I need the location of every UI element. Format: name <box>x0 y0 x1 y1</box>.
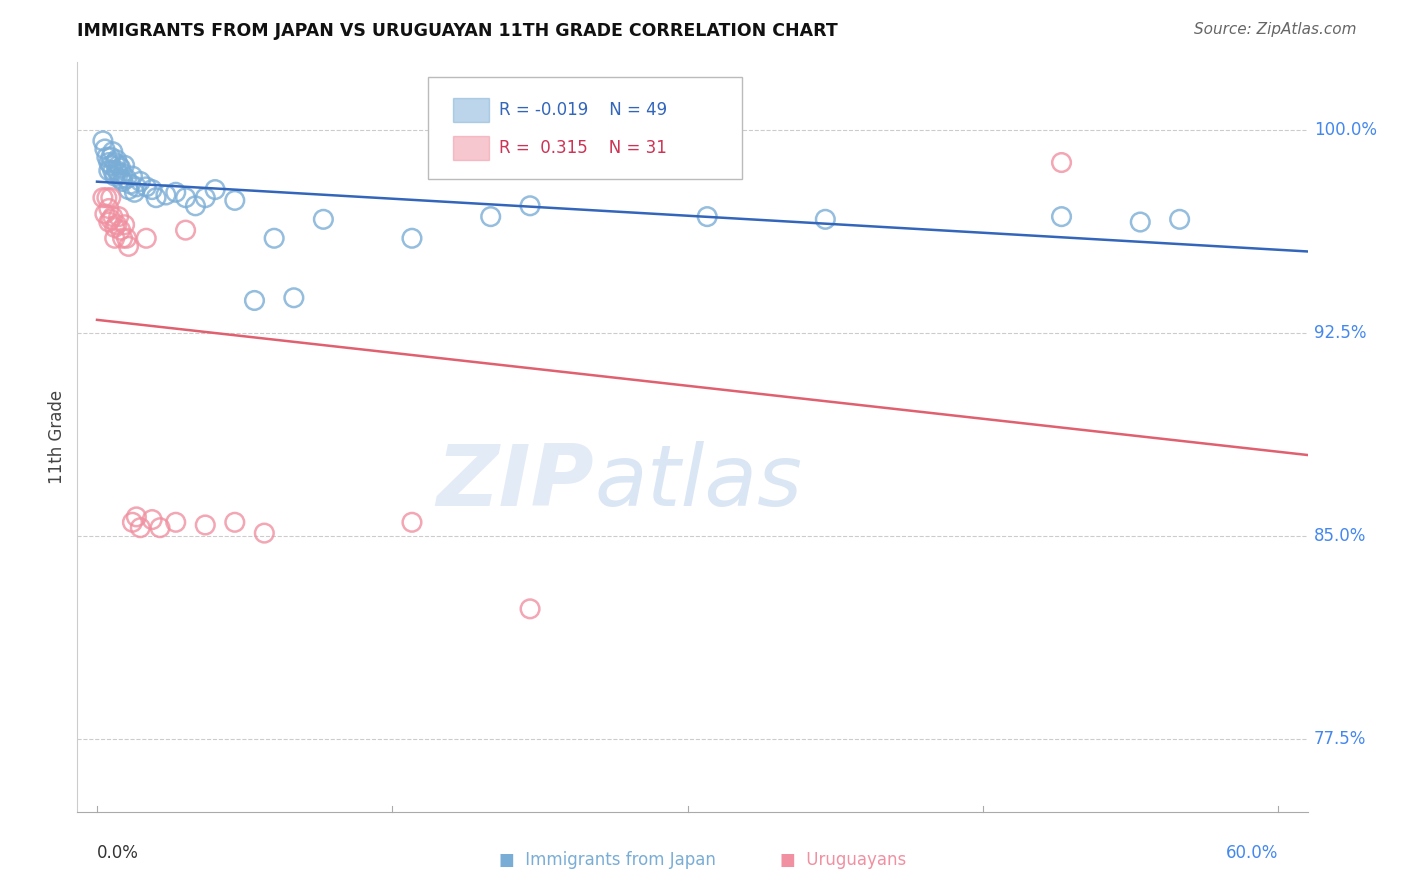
Point <box>105 153 128 167</box>
Text: ZIP: ZIP <box>436 441 595 524</box>
Point <box>91 191 114 205</box>
Text: atlas: atlas <box>595 441 801 524</box>
Point <box>117 183 139 197</box>
Point <box>224 516 246 530</box>
Point <box>519 199 541 213</box>
Point <box>111 231 134 245</box>
Point <box>194 191 217 205</box>
Point <box>519 602 541 616</box>
Point <box>117 239 139 253</box>
Point <box>110 161 132 175</box>
Point <box>114 218 136 232</box>
Point <box>194 518 217 533</box>
Point <box>101 145 124 159</box>
FancyBboxPatch shape <box>453 136 489 160</box>
Point <box>253 526 276 541</box>
Point <box>263 231 285 245</box>
Point <box>94 207 117 221</box>
Point <box>107 210 129 224</box>
Point <box>111 174 134 188</box>
Point <box>1050 155 1073 169</box>
Point <box>91 134 114 148</box>
Point <box>135 179 157 194</box>
Point <box>184 199 207 213</box>
Point <box>100 150 122 164</box>
Text: 92.5%: 92.5% <box>1313 324 1367 342</box>
Point <box>141 183 163 197</box>
Text: 0.0%: 0.0% <box>97 844 139 863</box>
Point <box>696 210 718 224</box>
Point <box>104 220 127 235</box>
Text: R =  0.315    N = 31: R = 0.315 N = 31 <box>499 139 668 157</box>
Point <box>104 169 127 183</box>
Point <box>97 163 120 178</box>
Point <box>100 158 122 172</box>
Point <box>174 223 197 237</box>
Point <box>129 174 152 188</box>
Point <box>165 516 187 530</box>
Point <box>94 142 117 156</box>
FancyBboxPatch shape <box>453 98 489 122</box>
Text: Source: ZipAtlas.com: Source: ZipAtlas.com <box>1194 22 1357 37</box>
Point <box>1168 212 1191 227</box>
Point <box>141 512 163 526</box>
Point <box>101 163 124 178</box>
Point <box>401 516 423 530</box>
Point <box>243 293 266 308</box>
Text: 60.0%: 60.0% <box>1226 844 1278 863</box>
Point <box>110 223 132 237</box>
Point <box>105 163 128 178</box>
Point <box>155 188 177 202</box>
Point <box>114 158 136 172</box>
Point <box>97 215 120 229</box>
Point <box>107 158 129 172</box>
Point <box>101 210 124 224</box>
Point <box>100 191 122 205</box>
Point <box>115 171 138 186</box>
Point <box>96 150 118 164</box>
Text: 85.0%: 85.0% <box>1313 527 1367 545</box>
Point <box>100 212 122 227</box>
Point <box>129 521 152 535</box>
Y-axis label: 11th Grade: 11th Grade <box>48 390 66 484</box>
Point <box>135 231 157 245</box>
Point <box>1050 210 1073 224</box>
Text: 100.0%: 100.0% <box>1313 121 1376 139</box>
Point <box>97 155 120 169</box>
Point <box>479 210 502 224</box>
Point <box>124 186 146 200</box>
Point <box>120 177 142 191</box>
Point <box>283 291 305 305</box>
Point <box>107 166 129 180</box>
Point <box>104 231 127 245</box>
Point <box>224 194 246 208</box>
Point <box>125 509 148 524</box>
Point <box>204 183 226 197</box>
Point <box>121 516 143 530</box>
Point <box>174 191 197 205</box>
Point <box>125 179 148 194</box>
Point <box>1129 215 1152 229</box>
Text: 77.5%: 77.5% <box>1313 730 1367 747</box>
Point <box>104 155 127 169</box>
Point <box>115 231 138 245</box>
Point <box>110 171 132 186</box>
Point <box>401 231 423 245</box>
Point <box>121 169 143 183</box>
Point <box>165 186 187 200</box>
Point <box>96 191 118 205</box>
Text: ■  Immigrants from Japan: ■ Immigrants from Japan <box>499 851 716 869</box>
Point <box>814 212 837 227</box>
Point <box>97 202 120 216</box>
Point <box>149 521 172 535</box>
Text: R = -0.019    N = 49: R = -0.019 N = 49 <box>499 102 668 120</box>
Point <box>145 191 167 205</box>
Text: IMMIGRANTS FROM JAPAN VS URUGUAYAN 11TH GRADE CORRELATION CHART: IMMIGRANTS FROM JAPAN VS URUGUAYAN 11TH … <box>77 22 838 40</box>
FancyBboxPatch shape <box>427 78 742 178</box>
Point <box>105 218 128 232</box>
Text: ■  Uruguayans: ■ Uruguayans <box>780 851 907 869</box>
Point <box>111 166 134 180</box>
Point <box>312 212 335 227</box>
